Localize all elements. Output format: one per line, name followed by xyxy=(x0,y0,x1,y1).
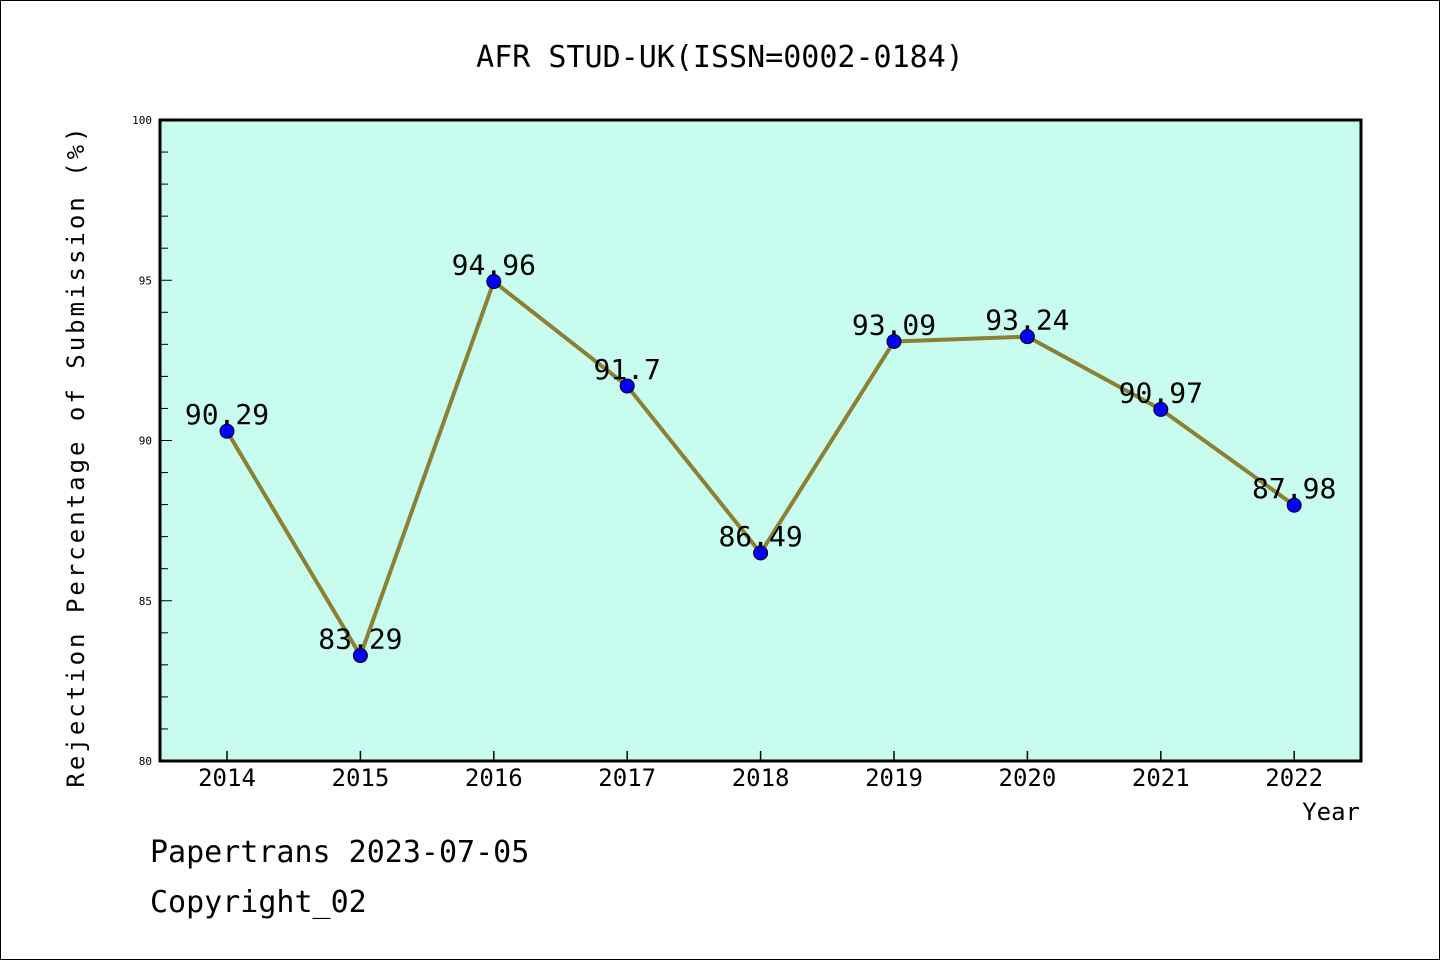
x-axis-label: Year xyxy=(1302,798,1360,826)
y-tick-label: 85 xyxy=(139,595,152,608)
data-label: 91.7 xyxy=(593,353,660,386)
data-point xyxy=(219,423,235,439)
plot-area xyxy=(158,118,1363,763)
y-axis-label: Rejection Percentage of Submission (%) xyxy=(62,124,90,787)
y-tick-label: 95 xyxy=(139,274,152,287)
data-label: 93.09 xyxy=(852,308,936,341)
data-point xyxy=(1286,497,1302,513)
x-tick-label: 2015 xyxy=(332,764,390,792)
y-tick-label: 80 xyxy=(139,755,152,768)
data-point xyxy=(1019,329,1035,345)
x-tick-label: 2016 xyxy=(465,764,523,792)
x-tick-label: 2017 xyxy=(598,764,656,792)
y-tick-label: 90 xyxy=(139,435,152,448)
data-label: 86.49 xyxy=(718,520,802,553)
data-point xyxy=(352,648,368,664)
data-label: 83.29 xyxy=(318,623,402,656)
series-group: 90.29 83.29 94.96 91.7 86.49 93.09 93.24 90.97 8… xyxy=(185,249,1336,664)
data-label: 90.29 xyxy=(185,398,269,431)
data-label: 90.97 xyxy=(1119,376,1203,409)
x-tick-label: 2022 xyxy=(1265,764,1323,792)
data-label: 93.24 xyxy=(985,304,1069,337)
data-point xyxy=(886,333,902,349)
data-point xyxy=(753,545,769,561)
chart-title: AFR STUD-UK(ISSN=0002-0184) xyxy=(476,40,964,75)
data-point xyxy=(619,378,635,394)
x-tick-label: 2014 xyxy=(198,764,256,792)
x-tick-label: 2019 xyxy=(865,764,923,792)
x-axis: 2014 2015 2016 2017 2018 2019 2020 2021 2022 xyxy=(198,751,1323,792)
data-point xyxy=(486,274,502,290)
x-tick-label: 2020 xyxy=(999,764,1057,792)
x-tick-label: 2021 xyxy=(1132,764,1190,792)
y-axis: 80 85 90 95 100 xyxy=(132,114,172,768)
data-label: 87.98 xyxy=(1252,472,1336,505)
y-tick-label: 100 xyxy=(132,114,152,127)
x-tick-label: 2018 xyxy=(732,764,790,792)
footer-papertrans: Papertrans 2023-07-05 xyxy=(150,835,530,870)
footer-copyright: Copyright_02 xyxy=(150,885,367,920)
data-label: 94.96 xyxy=(452,249,536,282)
data-point xyxy=(1153,401,1169,417)
